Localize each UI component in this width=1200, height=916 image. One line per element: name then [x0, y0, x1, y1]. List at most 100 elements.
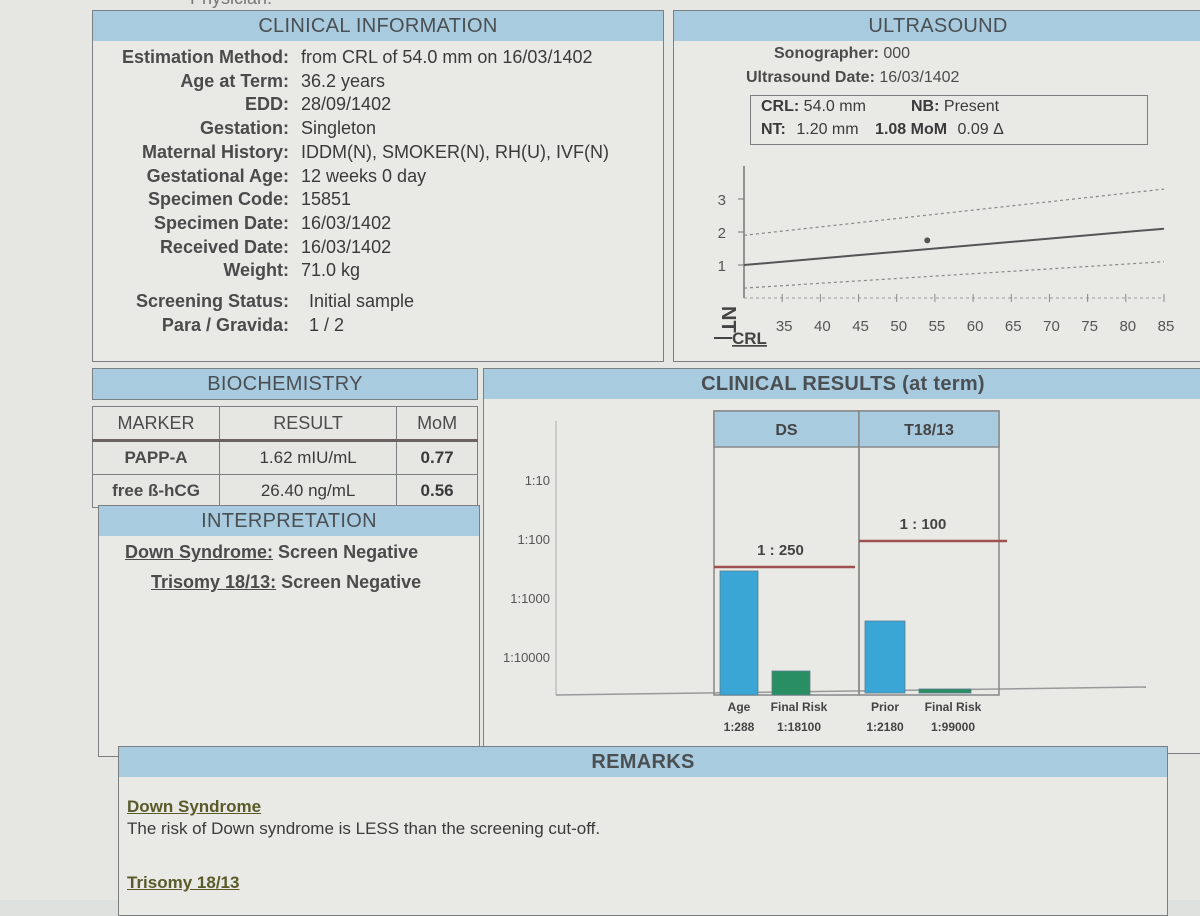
clinical-info-value: 16/03/1402 [301, 236, 392, 257]
interpretation-t18: Trisomy 18/13: Screen Negative [151, 572, 421, 593]
risk-bar-value: 1:2180 [866, 720, 904, 734]
risk-y-tick-label: 1:1000 [510, 591, 550, 606]
interpretation-title: INTERPRETATION [99, 506, 479, 536]
header-result: RESULT [219, 406, 398, 441]
clinical-information-title: CLINICAL INFORMATION [93, 11, 663, 41]
remarks-title: REMARKS [119, 747, 1167, 777]
clinical-info-row: Gestation: Singleton [93, 118, 653, 142]
risk-bar-label: Age [728, 700, 751, 714]
clinical-info-value: Initial sample [309, 291, 415, 311]
clinical-information-panel: CLINICAL INFORMATION Estimation Method: f… [92, 10, 664, 362]
clinical-info-row: Maternal History: IDDM(N), SMOKER(N), RH(… [93, 142, 653, 166]
sonographer-label: Sonographer: [774, 45, 879, 62]
ds-value: Screen Negative [278, 542, 419, 562]
clinical-info-value: 28/09/1402 [301, 94, 392, 115]
nt-x-tick-label: 55 [929, 318, 946, 335]
clinical-info-row: Gestational Age: 12 weeks 0 day [93, 166, 653, 190]
nt-value: 1.20 mm [796, 121, 859, 138]
nt-mom: 1.08 MoM [875, 121, 948, 138]
nt-x-tick-label: 40 [814, 318, 831, 335]
nt-x-tick-label: 45 [852, 318, 869, 335]
clinical-info-value: Singleton [301, 118, 377, 139]
top-cut-text: Physician: [190, 0, 272, 9]
marker-cell: PAPP-A [91, 440, 221, 475]
risk-group-header [858, 410, 1000, 448]
remarks-ds-text: The risk of Down syndrome is LESS than t… [127, 819, 601, 838]
biochemistry-panel: BIOCHEMISTRY MARKER RESULT MoM PAPP-A 1.… [91, 368, 478, 508]
clinical-info-row: Weight: 71.0 kg [93, 260, 653, 284]
risk-cutoff-label: 1 : 250 [757, 542, 804, 559]
clinical-info-label: Age at Term: [180, 70, 289, 91]
risk-y-tick-label: 1:100 [517, 532, 550, 547]
clinical-info-value: 16/03/1402 [301, 212, 392, 233]
risk-group-name: T18/13 [904, 422, 954, 439]
nt-x-tick-label: 60 [967, 318, 984, 335]
biochemistry-table: MARKER RESULT MoM PAPP-A 1.62 mIU/mL 0.7… [91, 406, 478, 508]
risk-bar-value: 1:288 [724, 720, 755, 734]
interpretation-ds: Down Syndrome: Screen Negative [125, 542, 418, 563]
clinical-info-label: Screening Status: [135, 291, 289, 311]
nt-x-tick-label: 80 [1119, 318, 1136, 335]
clinical-info-row: Screening Status: Initial sample [93, 291, 653, 315]
risk-x-axis [555, 686, 1147, 696]
ultrasound-date-value: 16/03/1402 [879, 69, 960, 86]
risk-cutoff-label: 1 : 100 [900, 516, 947, 533]
crl-axis-label: CRL [732, 329, 767, 348]
risk-bar-label: Final Risk [771, 700, 828, 714]
clinical-info-label: Maternal History: [141, 141, 289, 162]
ultrasound-title: ULTRASOUND [674, 11, 1200, 41]
nt-y-tick-label: 2 [718, 225, 726, 242]
risk-chart: 1:10 1:100 1:1000 1:10000 DS 1 : 250 Age 1:288 F… [503, 410, 1147, 734]
header-marker: MARKER [91, 406, 221, 441]
risk-group-name: DS [775, 422, 798, 439]
clinical-info-label: Specimen Date: [153, 212, 289, 233]
clinical-info-label: Gestational Age: [146, 165, 289, 186]
risk-bar-value: 1:99000 [931, 720, 975, 734]
clinical-info-label: Para / Gravida: [161, 314, 289, 335]
crl-label: CRL: [761, 98, 800, 115]
risk-bar-label: Final Risk [925, 700, 982, 714]
nb-value: Present [943, 98, 1000, 115]
ds-label: Down Syndrome: [125, 542, 274, 562]
clinical-info-value: 1 / 2 [309, 314, 345, 335]
clinical-results-title: CLINICAL RESULTS (at term) [484, 369, 1200, 399]
risk-bar-label: Prior [871, 700, 899, 714]
risk-bar [918, 688, 972, 694]
clinical-info-value: from CRL of 54.0 mm on 16/03/1402 [301, 47, 593, 67]
nt-patient-point [924, 237, 931, 244]
nt-series-line [743, 261, 1165, 289]
nt-series-line [743, 188, 1165, 236]
clinical-info-label: Received Date: [159, 236, 289, 257]
biochemistry-header-row: MARKER RESULT MoM [91, 406, 478, 441]
mom-cell: 0.56 [396, 474, 478, 508]
risk-y-tick-label: 1:10 [525, 473, 550, 488]
clinical-results-panel: CLINICAL RESULTS (at term) 1:10 1:100 1:10… [483, 368, 1200, 754]
interpretation-panel: INTERPRETATION Down Syndrome: Screen Neg… [98, 505, 480, 757]
nt-y-tick-label: 1 [718, 258, 726, 275]
nt-delta: 0.09 Δ [957, 121, 1004, 138]
clinical-info-value: 36.2 years [301, 70, 386, 91]
ultrasound-panel: ULTRASOUND Sonographer: 000 Ultrasound D… [673, 10, 1200, 362]
risk-bar [864, 620, 906, 694]
nb-label: NB: [911, 98, 940, 115]
nt-x-tick-label: 75 [1081, 318, 1098, 335]
marker-cell: free ß-hCG [91, 474, 221, 508]
clinical-info-label: Specimen Code: [147, 189, 289, 210]
nt-y-tick-label: 3 [718, 192, 726, 209]
clinical-info-value: 15851 [301, 189, 352, 210]
nt-measurement-box: CRL: 54.0 mm NB: Present NT: 1.20 mm 1.0… [750, 95, 1148, 145]
clinical-info-value: 12 weeks 0 day [301, 165, 427, 186]
crl-value: 54.0 mm [803, 98, 866, 115]
risk-y-tick-label: 1:10000 [503, 650, 550, 665]
sonographer-value: 000 [883, 45, 911, 62]
nt-x-tick-label: 70 [1043, 318, 1060, 335]
nt-x-tick-label: 65 [1005, 318, 1022, 335]
result-cell: 26.40 ng/mL [219, 474, 398, 508]
clinical-info-row: Estimation Method: from CRL of 54.0 mm on… [93, 47, 653, 71]
nt-x-tick-label: 50 [890, 318, 907, 335]
clinical-info-row: Para / Gravida: 1 / 2 [93, 315, 653, 339]
clinical-info-label: Gestation: [199, 118, 289, 139]
remarks-t18-heading: Trisomy 18/13 [127, 873, 240, 892]
clinical-info-row: Received Date: 16/03/1402 [93, 237, 653, 261]
